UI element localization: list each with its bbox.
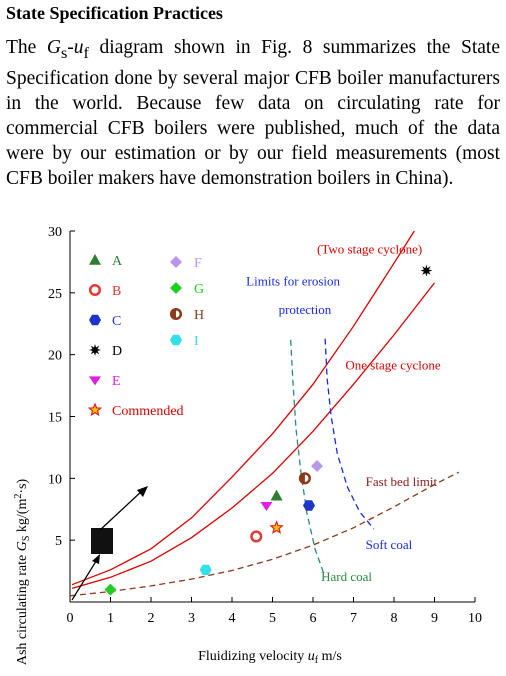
x-label-a: Fluidizing velocity: [198, 649, 308, 664]
point-i: [199, 564, 212, 575]
legend-label-d: D: [112, 344, 122, 359]
section-heading: State Specification Practices: [6, 3, 223, 23]
legend-label-e: E: [112, 374, 121, 389]
point-a: [270, 489, 283, 501]
x-tick-label: 4: [229, 611, 236, 626]
curve-3: [290, 339, 326, 578]
gs-uf-chart: 0 1 2 3 4 5 6 7 8 9 10 5 10 15 20 25 30 (Two stage cyclo…: [13, 225, 482, 666]
x-tick-label: 7: [350, 611, 357, 626]
erosion-label-1: Limits for erosion: [246, 273, 340, 288]
y-label-c: S: [21, 536, 32, 542]
x-tick-label: 3: [188, 611, 195, 626]
two-stage-label: (Two stage cyclone): [317, 241, 422, 256]
body-paragraph: The Gs-uf diagram shown in Fig. 8 summar…: [6, 35, 500, 191]
y-label-f: ·s): [15, 479, 30, 494]
point-g: [104, 583, 117, 596]
para-text-2: diagram shown in Fig. 8 summarizes the S…: [6, 37, 500, 189]
curve-1: [71, 282, 436, 590]
x-label-d: m/s: [318, 649, 342, 664]
y-tick-label: 15: [48, 411, 62, 426]
y-axis-label: Ash circulating rate GS kg/(m2·s): [13, 479, 32, 666]
point-d: [420, 264, 433, 277]
uf-subscript: f: [83, 43, 89, 62]
y-tick-label: 5: [55, 534, 62, 549]
y-tick-label: 10: [48, 472, 62, 487]
hard-coal-label: Hard coal: [321, 569, 372, 584]
y-label-a: Ash circulating rate: [15, 551, 30, 665]
point-c: [303, 500, 315, 511]
legend-marker-d: [89, 344, 101, 356]
x-tick-label: 6: [310, 611, 317, 626]
legend-label-a: A: [112, 254, 123, 269]
y-label-d: kg/(m: [15, 499, 30, 536]
point-e: [260, 501, 273, 511]
one-stage-label: One stage cyclone: [345, 358, 441, 373]
x-tick-label: 8: [391, 611, 398, 626]
curve-2: [69, 471, 460, 597]
soft-coal-label: Soft coal: [366, 537, 413, 552]
x-tick-label: 9: [431, 611, 438, 626]
fast-bed-label: Fast bed limit: [366, 474, 438, 489]
erosion-label-2: protection: [279, 302, 332, 317]
point-f: [311, 459, 324, 472]
x-tick-label: 0: [67, 611, 74, 626]
y-tick-label: 20: [48, 349, 62, 364]
legend-marker-a: [89, 254, 101, 265]
origin-arrow-line: [71, 557, 99, 601]
x-label-c: f: [315, 655, 319, 666]
curve-4: [324, 338, 375, 530]
y-label-e: 2: [13, 494, 24, 499]
x-tick-label: 2: [148, 611, 155, 626]
uf-symbol: u: [73, 37, 84, 58]
legend-marker-commended: [87, 402, 103, 417]
point-h: [298, 472, 311, 485]
y-tick-label: 30: [48, 225, 62, 240]
origin-arrow-head: [92, 554, 100, 564]
point-h-fill: [300, 473, 305, 484]
legend-label-b: B: [112, 284, 121, 299]
para-text-1: The: [6, 37, 47, 58]
legend-marker-i: [170, 334, 182, 346]
x-tick-label: 1: [107, 611, 114, 626]
curve-0: [71, 230, 415, 586]
x-axis-label: Fluidizing velocity uf m/s: [198, 649, 342, 666]
gs-symbol: G: [46, 37, 61, 58]
x-tick-label: 10: [468, 611, 482, 626]
legend-label-f: F: [194, 256, 202, 271]
legend-marker-f: [170, 256, 182, 268]
legend-label-h: H: [194, 308, 204, 323]
legend-marker-b: [88, 283, 102, 297]
chart-curves: [69, 230, 460, 597]
legend-label-i: I: [194, 334, 199, 349]
gs-subscript: s: [60, 43, 68, 62]
para-dash: -: [67, 37, 74, 58]
data-points: [104, 264, 433, 596]
chart-axes: 0 1 2 3 4 5 6 7 8 9 10 5 10 15 20 25 30: [48, 225, 482, 626]
legend-label-g: G: [194, 282, 204, 297]
legend-label-commended: Commended: [112, 404, 184, 419]
legend-marker-g: [170, 282, 182, 294]
legend-marker-e: [89, 376, 101, 386]
curve-annotations: (Two stage cyclone) One stage cyclone Limi…: [246, 241, 441, 584]
point-b: [250, 530, 263, 543]
y-tick-label: 25: [48, 287, 62, 302]
x-label-b: u: [308, 649, 315, 664]
legend-label-c: C: [112, 314, 121, 329]
legend-marker-h-fill: [171, 309, 176, 319]
y-label-b: G: [15, 541, 30, 551]
inset-arrow-line: [99, 489, 144, 531]
inset-arrows: [71, 486, 148, 601]
inset-block: [91, 528, 113, 554]
point-commended: [269, 520, 284, 534]
x-tick-label: 5: [269, 611, 276, 626]
inset-arrow-head: [137, 486, 148, 497]
legend-marker-h: [169, 307, 183, 321]
legend-marker-c: [89, 314, 101, 326]
